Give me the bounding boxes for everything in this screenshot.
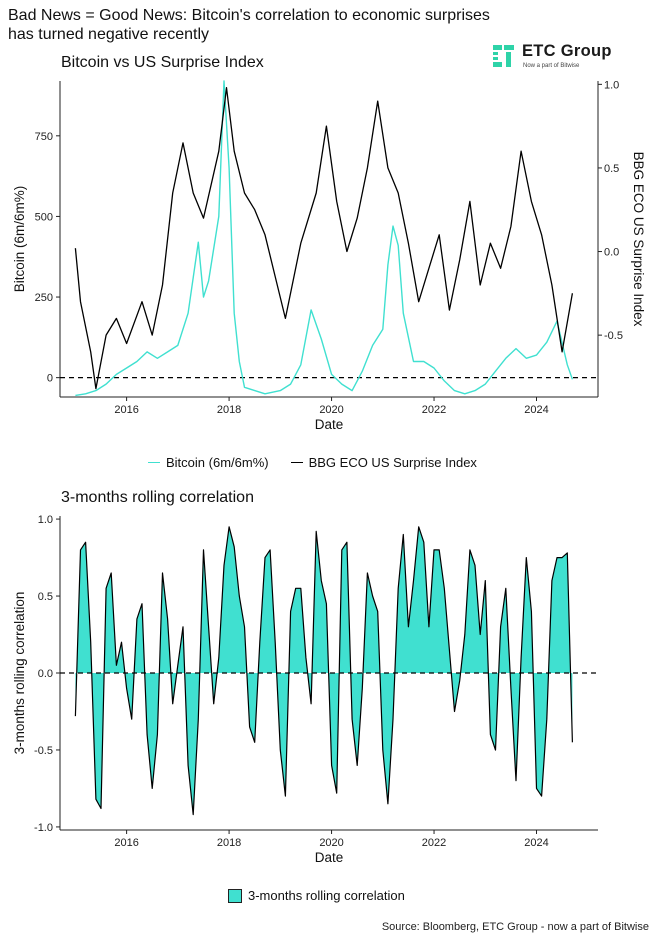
chart1-xtick-label: 2022	[422, 404, 446, 416]
chart1-legend: Bitcoin (6m/6m%) BBG ECO US Surprise Ind…	[148, 455, 477, 470]
chart2-ytick-label: -1.0	[34, 822, 53, 834]
chart1-title: Bitcoin vs US Surprise Index	[61, 54, 264, 71]
source-note: Source: Bloomberg, ETC Group - now a par…	[381, 921, 649, 933]
legend-swatch-surprise	[290, 462, 303, 463]
correlation-area	[75, 526, 573, 815]
chart2-xtick-label: 2022	[422, 837, 446, 849]
surprise-series-line	[74, 87, 574, 390]
chart2-plot: -1.0 -0.5 0.0 0.5 1.0 2016 2018 2020 2022 2024 Dat…	[12, 514, 598, 865]
etc-group-logo: ETC Group Now a part of Bitwise	[492, 42, 642, 76]
chart2-title: 3-months rolling correlation	[61, 489, 254, 506]
logo-name: ETC Group	[522, 42, 612, 60]
chart2-xtick-label: 2018	[217, 837, 241, 849]
chart1-xtick-label: 2024	[524, 404, 548, 416]
legend-label-surprise: BBG ECO US Surprise Index	[308, 455, 477, 470]
chart1-ytick-label: 750	[35, 131, 53, 143]
chart1-ylabel: Bitcoin (6m/6m%)	[12, 186, 27, 293]
etc-group-logo-icon	[493, 45, 514, 67]
legend-swatch-correlation	[228, 888, 242, 903]
chart1-ytick-label: 250	[35, 292, 53, 304]
chart2-xtick-label: 2024	[524, 837, 548, 849]
chart2-ytick-label: 0.5	[38, 591, 53, 603]
chart1-y2label: BBG ECO US Surprise Index	[631, 152, 646, 327]
chart1-xlabel: Date	[315, 417, 344, 432]
correlation-line	[74, 526, 573, 816]
chart1-xtick-label: 2018	[217, 404, 241, 416]
chart1-xtick-label: 2020	[319, 404, 343, 416]
chart1-xtick-label: 2016	[114, 404, 138, 416]
chart1-ytick-label: 500	[35, 211, 53, 223]
chart2-legend: 3-months rolling correlation	[228, 888, 405, 903]
bitcoin-series-line	[75, 80, 574, 397]
chart1-ytick-label: 0	[47, 373, 53, 385]
chart2-ytick-label: -0.5	[34, 745, 53, 757]
page-title: Bad News = Good News: Bitcoin's correlat…	[8, 7, 490, 43]
chart1-plot: 0 250 500 750 -0.5 0.0 0.5 1.0 2016 2018 2020 2022 2…	[12, 79, 646, 432]
chart2-xtick-label: 2016	[114, 837, 138, 849]
legend-swatch-bitcoin	[148, 462, 160, 463]
chart2-xlabel: Date	[315, 850, 344, 865]
legend-label-bitcoin: Bitcoin (6m/6m%)	[166, 455, 269, 470]
chart1-y2tick-label: -0.5	[604, 330, 623, 342]
chart2-ytick-label: 0.0	[38, 668, 53, 680]
chart2-xtick-label: 2020	[319, 837, 343, 849]
chart1-y2tick-label: 0.0	[604, 247, 619, 259]
logo-tagline: Now a part of Bitwise	[523, 63, 580, 69]
chart2-ylabel: 3-months rolling correlation	[12, 592, 27, 755]
chart1-y2tick-label: 0.5	[604, 163, 619, 175]
chart2-ytick-label: 1.0	[38, 514, 53, 526]
chart1-y2tick-label: 1.0	[604, 79, 619, 91]
legend-label-correlation: 3-months rolling correlation	[248, 888, 405, 903]
